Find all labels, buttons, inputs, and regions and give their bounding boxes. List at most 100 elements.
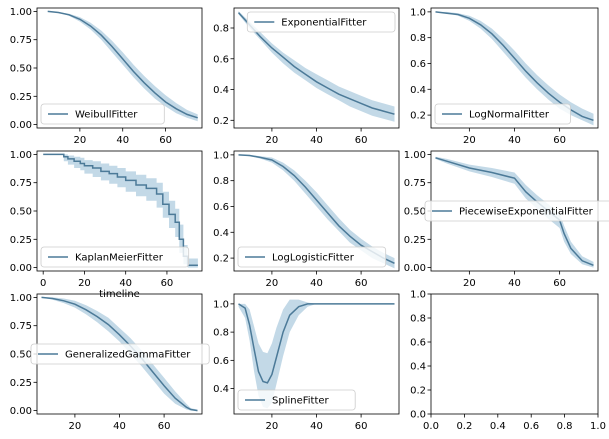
- y-tick-label: 0.4: [213, 85, 229, 96]
- y-tick-label: 0.6: [213, 54, 229, 65]
- y-tick-label: 0.50: [404, 207, 426, 218]
- y-tick-label: 1.0: [410, 290, 426, 301]
- survival-line: [43, 153, 198, 267]
- subplot-1: 20 40 60 0.00 0.25 0.50 0.75 1.00 WeibullFitter: [10, 7, 203, 146]
- x-tick-label: 20: [463, 135, 476, 146]
- legend-box: [237, 246, 387, 268]
- y-tick-label: 1.0: [410, 7, 426, 18]
- x-tick-label: 60: [553, 135, 566, 146]
- x-tick-label: 1.0: [590, 421, 606, 432]
- legend-label: SplineFitter: [272, 396, 330, 407]
- x-tick-label: 0.4: [490, 421, 506, 432]
- x-tick-label: 40: [119, 278, 132, 289]
- y-tick-label: 0.6: [410, 59, 426, 70]
- subplot-7: 20 40 60 0.00 0.25 0.50 0.75 1.00 GeneralizedGam…: [10, 293, 210, 432]
- y-tick-label: 0.00: [10, 120, 32, 131]
- x-tick-label: 20: [78, 278, 91, 289]
- x-tick-label: 40: [310, 421, 323, 432]
- legend-label: ExponentialFitter: [281, 18, 367, 29]
- subplot-2: 20 40 60 0.2 0.4 0.6 0.8 ExponentialFitter: [213, 7, 400, 146]
- survival-line: [47, 10, 198, 119]
- legend: KaplanMeierFitter: [40, 246, 190, 268]
- y-tick-label: 1.00: [10, 7, 32, 18]
- y-tick-label: 0.2: [410, 386, 426, 397]
- legend: LogNormalFitter: [434, 103, 571, 125]
- y-tick-label: 0.8: [213, 328, 229, 339]
- subplot-9: 0.0 0.2 0.4 0.6 0.8 1.0 0.0 0.2 0.4 0.6 0.8 1.0: [410, 290, 606, 433]
- y-tick-label: 0.25: [10, 235, 32, 246]
- legend-label: WeibullFitter: [75, 110, 138, 121]
- legend: ExponentialFitter: [246, 11, 396, 33]
- y-tick-label: 1.00: [10, 293, 32, 304]
- y-tick-label: 0.6: [410, 338, 426, 349]
- y-tick-label: 0.8: [213, 176, 229, 187]
- y-tick-label: 0.6: [213, 202, 229, 213]
- confidence-band: [41, 297, 198, 411]
- x-tick-label: 60: [355, 278, 368, 289]
- confidence-band: [238, 299, 395, 409]
- legend: LogLogisticFitter: [237, 246, 387, 268]
- y-tick-label: 0.50: [10, 64, 32, 75]
- survival-line: [237, 12, 395, 115]
- y-tick-label: 0.00: [404, 263, 426, 274]
- y-tick-label: 0.2: [410, 111, 426, 122]
- y-tick-label: 1.00: [10, 150, 32, 161]
- x-tick-label: 0.0: [423, 421, 439, 432]
- x-tick-label: 60: [355, 421, 368, 432]
- y-tick-label: 0.8: [213, 24, 229, 35]
- y-tick-label: 0.25: [404, 235, 426, 246]
- legend-box: [40, 246, 190, 268]
- x-axis-label: timeline: [99, 289, 140, 300]
- x-tick-label: 40: [508, 135, 521, 146]
- legend-label: LogLogisticFitter: [272, 253, 355, 264]
- y-tick-label: 0.4: [213, 228, 229, 239]
- x-tick-label: 60: [161, 278, 174, 289]
- y-tick-label: 0.50: [10, 350, 32, 361]
- y-tick-label: 0.25: [10, 92, 32, 103]
- legend-box: [434, 103, 571, 125]
- x-tick-label: 0: [40, 278, 46, 289]
- subplot-5: 20 40 60 0.2 0.4 0.6 0.8 1.0 LogLogisticFitter: [213, 150, 400, 289]
- legend-label: GeneralizedGammaFitter: [65, 350, 191, 361]
- y-tick-label: 0.4: [213, 384, 229, 395]
- x-tick-label: 0.8: [557, 421, 573, 432]
- legend-label: LogNormalFitter: [469, 110, 550, 121]
- x-tick-label: 40: [116, 135, 129, 146]
- y-tick-label: 0.0: [410, 410, 426, 421]
- y-tick-label: 1.0: [213, 150, 229, 161]
- x-tick-label: 60: [355, 135, 368, 146]
- y-tick-label: 0.4: [410, 362, 426, 373]
- y-tick-label: 0.00: [10, 406, 32, 417]
- y-tick-label: 0.75: [10, 321, 32, 332]
- y-tick-label: 0.25: [10, 378, 32, 389]
- legend: SplineFitter: [237, 389, 356, 411]
- x-tick-label: 20: [266, 278, 279, 289]
- legend-box: [246, 11, 396, 33]
- x-tick-label: 60: [158, 421, 171, 432]
- x-tick-label: 20: [73, 135, 86, 146]
- y-tick-label: 0.4: [410, 85, 426, 96]
- y-tick-label: 0.6: [213, 356, 229, 367]
- survival-line: [238, 303, 395, 384]
- x-tick-label: 60: [553, 278, 566, 289]
- legend-box: [30, 343, 210, 365]
- x-tick-label: 40: [508, 278, 521, 289]
- x-tick-label: 40: [310, 278, 323, 289]
- y-tick-label: 0.2: [213, 254, 229, 265]
- x-tick-label: 60: [159, 135, 172, 146]
- x-tick-label: 0.6: [523, 421, 539, 432]
- legend-box: [424, 200, 609, 222]
- confidence-band: [43, 154, 198, 268]
- legend: GeneralizedGammaFitter: [30, 343, 210, 365]
- axes-frame: [430, 293, 599, 415]
- x-tick-label: 20: [266, 135, 279, 146]
- subplot-6: 20 40 60 0.00 0.25 0.50 0.75 1.00 PiecewiseExpon…: [404, 150, 609, 289]
- y-tick-label: 0.00: [10, 263, 32, 274]
- survival-line: [41, 296, 198, 412]
- subplot-grid: 20 40 600.000.250.500.751.00WeibullFitter2…: [10, 7, 609, 432]
- legend: WeibullFitter: [40, 103, 165, 125]
- subplot-8: 20 40 60 0.4 0.6 0.8 1.0 SplineFitter: [213, 293, 400, 432]
- legend-label: KaplanMeierFitter: [75, 253, 164, 264]
- subplot-4: 0 20 40 60 0.00 0.25 0.50 0.75 1.00 timeline Kapla…: [10, 150, 203, 300]
